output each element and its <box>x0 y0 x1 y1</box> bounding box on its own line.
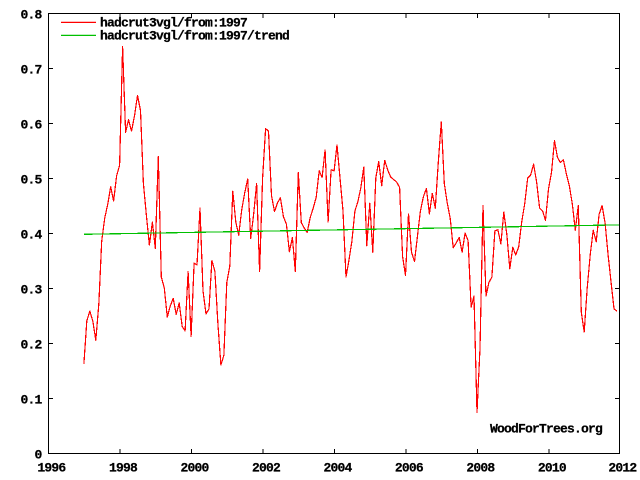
svg-text:0.1: 0.1 <box>20 393 42 408</box>
svg-text:2000: 2000 <box>180 461 209 476</box>
svg-text:2004: 2004 <box>323 461 352 476</box>
svg-text:hadcrut3vgl/from:1997/trend: hadcrut3vgl/from:1997/trend <box>100 29 289 44</box>
svg-text:0.8: 0.8 <box>20 8 42 23</box>
svg-text:2010: 2010 <box>538 461 567 476</box>
svg-text:0.3: 0.3 <box>20 283 42 298</box>
svg-text:0.6: 0.6 <box>20 118 42 133</box>
svg-text:0.7: 0.7 <box>20 63 41 78</box>
svg-text:0.4: 0.4 <box>20 228 42 243</box>
svg-text:hadcrut3vgl/from:1997: hadcrut3vgl/from:1997 <box>100 16 247 31</box>
svg-text:2012: 2012 <box>608 461 637 476</box>
svg-text:2008: 2008 <box>466 461 495 476</box>
svg-text:2002: 2002 <box>252 461 281 476</box>
svg-text:0: 0 <box>34 448 42 463</box>
svg-text:0.2: 0.2 <box>20 338 42 353</box>
svg-text:2006: 2006 <box>395 461 424 476</box>
svg-text:WoodForTrees.org: WoodForTrees.org <box>490 422 603 437</box>
svg-text:1998: 1998 <box>109 461 138 476</box>
svg-text:1996: 1996 <box>37 461 66 476</box>
svg-text:0.5: 0.5 <box>20 173 42 188</box>
